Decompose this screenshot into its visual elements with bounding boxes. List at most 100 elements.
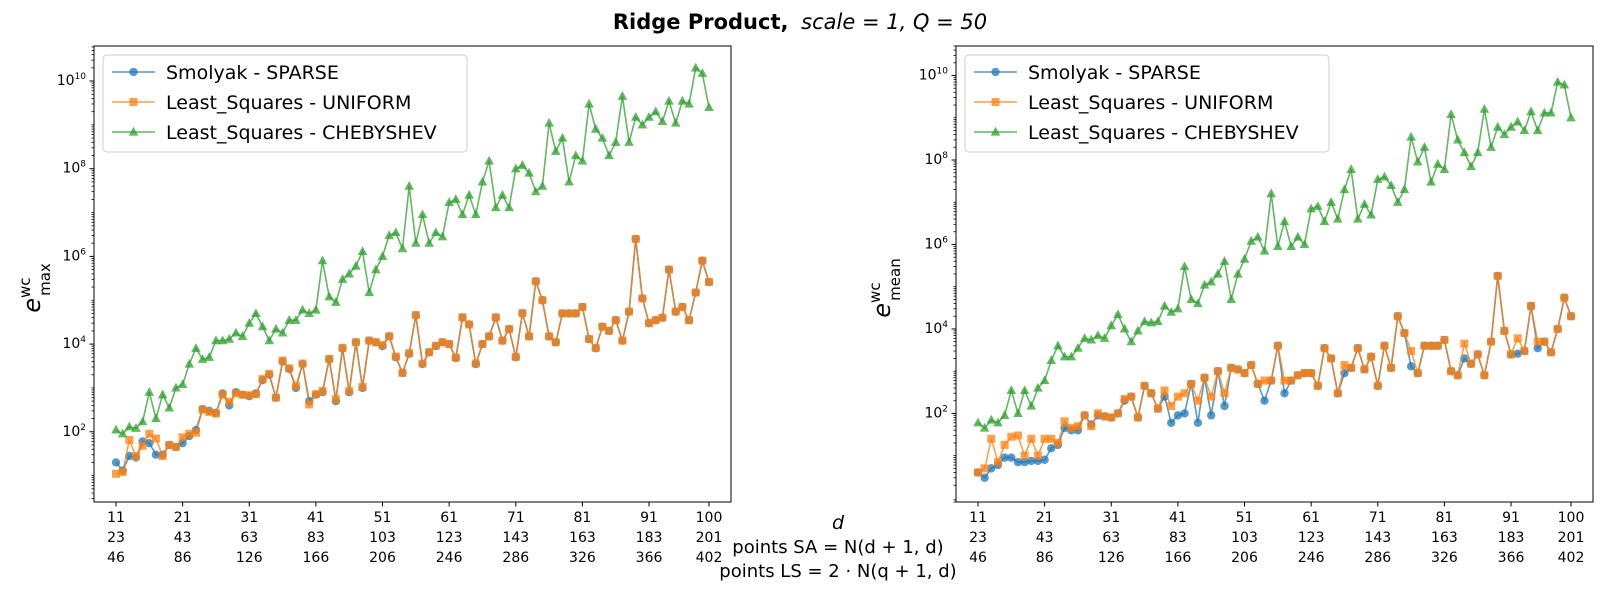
data-point	[1527, 301, 1536, 310]
data-point	[1427, 341, 1436, 350]
data-point	[1160, 386, 1169, 395]
y-tick-exponent: 8	[942, 151, 948, 161]
data-point	[1433, 341, 1442, 350]
data-point	[980, 473, 989, 482]
data-point	[458, 313, 467, 322]
data-point	[1013, 431, 1022, 440]
x-tick-label: 201	[696, 530, 723, 546]
data-point	[1099, 333, 1110, 342]
data-point	[484, 155, 494, 165]
data-point	[1487, 337, 1496, 346]
x-tick-label: 103	[369, 530, 396, 546]
x-tick-label: 246	[436, 550, 463, 566]
legend-marker	[991, 67, 1000, 77]
y-tick-exponent: 8	[80, 160, 86, 170]
data-point	[1039, 375, 1050, 385]
data-point	[1346, 164, 1356, 173]
data-point	[451, 194, 461, 203]
data-point	[391, 227, 401, 237]
data-point	[1126, 336, 1137, 346]
data-point	[617, 91, 628, 100]
x-tick-label: 286	[502, 550, 529, 566]
data-point	[145, 429, 154, 438]
data-point	[1226, 294, 1236, 304]
x-tick-label: 91	[640, 510, 658, 526]
data-point	[1313, 381, 1322, 390]
data-point	[351, 260, 361, 270]
x-tick-label: 83	[1169, 530, 1187, 546]
legend-label: Least_Squares - CHEBYSHEV	[1028, 122, 1299, 144]
data-point	[1513, 334, 1522, 343]
data-point	[451, 353, 460, 362]
data-point	[198, 405, 207, 414]
legend: Smolyak - SPARSE Least_Squares - UNIFORM L…	[964, 54, 1330, 153]
x-tick-label: 206	[1231, 550, 1258, 566]
legend-frame	[102, 54, 468, 153]
legend-marker	[129, 67, 138, 77]
data-point	[644, 111, 654, 121]
data-point	[211, 335, 221, 345]
y-tick-label: 1010	[919, 67, 949, 84]
data-point	[318, 387, 327, 396]
data-point	[138, 441, 147, 450]
data-point	[111, 469, 120, 478]
data-point	[271, 393, 280, 402]
data-point	[504, 202, 514, 212]
data-point	[1093, 330, 1103, 340]
data-point	[191, 343, 201, 352]
data-point	[137, 416, 148, 426]
data-point	[1193, 298, 1203, 308]
data-point	[1240, 369, 1249, 378]
x-tick-label: 51	[374, 510, 392, 526]
data-point	[311, 304, 321, 314]
data-point	[565, 309, 574, 318]
data-point	[1387, 363, 1396, 372]
data-point	[377, 251, 388, 261]
data-point	[993, 458, 1002, 467]
data-point	[471, 209, 481, 219]
x-axis-label-points-sa: points SA = N(d + 1, d)	[732, 537, 943, 558]
x-tick-label: 23	[969, 530, 987, 546]
data-point	[1253, 231, 1263, 241]
x-tick-label: 71	[1369, 510, 1387, 526]
data-point	[1360, 365, 1369, 374]
data-point	[979, 422, 990, 432]
data-point	[178, 433, 187, 442]
x-tick-label: 123	[436, 530, 463, 546]
data-point	[1133, 325, 1143, 335]
data-point	[331, 297, 341, 306]
data-point	[184, 358, 195, 368]
data-point	[191, 428, 200, 437]
data-point	[1326, 197, 1336, 206]
x-tick-label: 63	[1102, 530, 1120, 546]
data-point	[624, 137, 634, 146]
data-point	[417, 209, 428, 219]
series-least-squares-uniform	[111, 234, 714, 478]
x-tick-label: 41	[1169, 510, 1187, 526]
data-point	[1340, 361, 1349, 370]
data-point	[1339, 184, 1350, 194]
data-point	[670, 117, 681, 127]
legend-label: Least_Squares - UNIFORM	[166, 92, 411, 114]
y-tick-exponent: 6	[942, 235, 948, 245]
data-point	[345, 387, 354, 396]
data-point	[325, 354, 334, 363]
data-point	[265, 369, 274, 378]
y-tick-mantissa: 10	[62, 424, 80, 440]
data-point	[344, 268, 354, 278]
y-tick-label: 106	[924, 235, 948, 252]
data-point	[538, 296, 547, 305]
data-point	[558, 309, 567, 318]
data-point	[530, 186, 541, 196]
data-point	[1253, 379, 1262, 388]
data-point	[550, 146, 561, 155]
x-tick-label: 366	[1498, 550, 1525, 566]
data-point	[564, 176, 574, 186]
data-point	[1000, 453, 1009, 462]
series-least-squares-chebyshev	[111, 62, 714, 438]
data-point	[1207, 392, 1216, 401]
data-point	[1047, 434, 1056, 443]
data-point	[284, 315, 295, 324]
data-point	[1440, 335, 1449, 344]
data-point	[1000, 440, 1009, 449]
